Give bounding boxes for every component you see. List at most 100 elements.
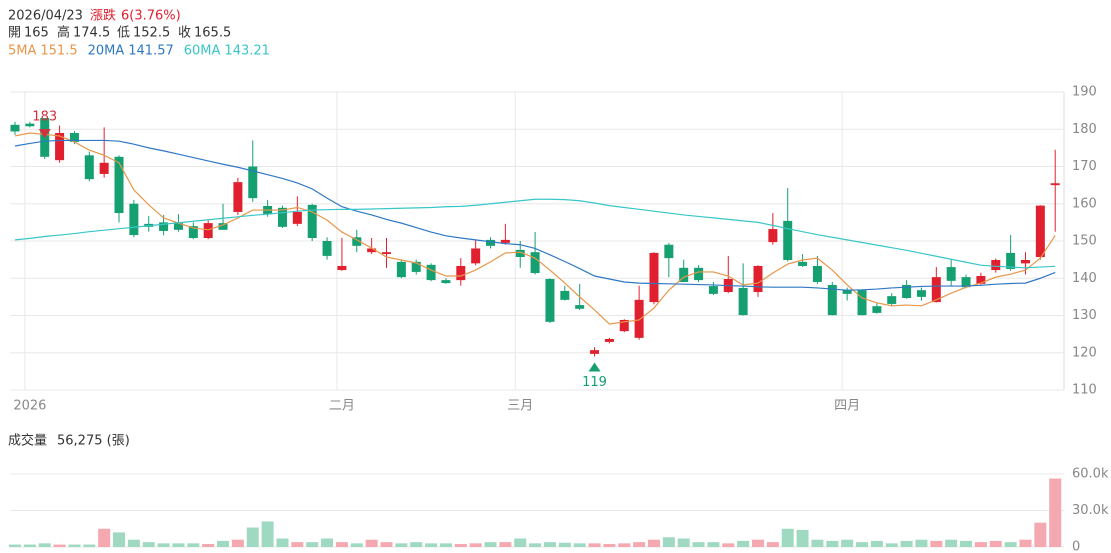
candle-body <box>857 290 867 316</box>
volume-tick-label: 0 <box>1072 540 1080 553</box>
high-label: 高 <box>57 25 70 41</box>
date: 2026/04/23 <box>8 9 83 24</box>
volume-bar <box>425 543 438 547</box>
volume-bar <box>142 542 155 547</box>
volume-text: 56,275 (張) <box>57 434 130 449</box>
ma-line <box>14 132 1056 325</box>
volume-bar <box>127 539 140 547</box>
volume-bar <box>380 542 393 547</box>
candle-body <box>69 132 79 142</box>
close: 165.5 <box>194 26 231 41</box>
volume-bar <box>499 542 512 547</box>
volume-bar <box>484 542 497 547</box>
candle-body <box>322 241 332 256</box>
volume-bar <box>781 528 794 547</box>
candle-body <box>590 350 600 354</box>
volume-bar <box>722 543 735 547</box>
volume-bar <box>974 542 987 547</box>
volume-bar <box>172 543 185 547</box>
volume-bar <box>187 543 200 547</box>
volume-bar <box>23 544 36 547</box>
candle-body <box>277 207 287 227</box>
candle-body <box>604 338 614 342</box>
candle-body <box>991 259 1001 271</box>
change-label: 漲跌 <box>90 8 116 24</box>
volume-bar <box>217 540 230 547</box>
volume-bar <box>841 539 854 547</box>
volume-bar <box>529 543 542 547</box>
volume-bar <box>707 542 720 547</box>
volume-bar <box>321 538 334 547</box>
volume-bar <box>558 542 571 547</box>
volume-bar <box>573 543 586 547</box>
volume-bar <box>231 539 244 547</box>
candle-body <box>872 306 882 313</box>
candle-body <box>173 222 183 230</box>
candle-body <box>203 223 213 239</box>
volume-bar <box>439 543 452 547</box>
y-tick-label: 140 <box>1072 271 1097 286</box>
candle-body <box>708 286 718 294</box>
volume-bar <box>157 543 170 547</box>
volume-bar <box>454 543 467 547</box>
candle-body <box>396 261 406 278</box>
legend-value: 141.57 <box>128 44 174 59</box>
volume-bar <box>930 540 943 547</box>
volume-bar <box>677 538 690 547</box>
candle-body <box>292 211 302 224</box>
legend-name: 20MA <box>88 44 125 59</box>
volume-bar <box>945 539 958 547</box>
candle-body <box>545 278 555 322</box>
low: 152.5 <box>133 26 170 41</box>
volume-bar <box>766 542 779 547</box>
candle-body <box>783 220 793 260</box>
y-tick-label: 120 <box>1072 345 1097 360</box>
candle-body <box>812 265 822 282</box>
legend-value: 151.5 <box>40 44 77 59</box>
y-tick-label: 150 <box>1072 234 1097 249</box>
candle-body <box>307 204 317 239</box>
candle-body <box>471 248 481 264</box>
candle-body <box>560 290 570 300</box>
volume-bar <box>38 543 51 547</box>
x-tick-label: 三月 <box>507 399 533 414</box>
candle-body <box>738 287 748 316</box>
candle-body <box>1050 183 1060 186</box>
max-label: 183 <box>32 110 57 125</box>
candle-body <box>575 305 585 309</box>
volume-bar <box>662 537 675 547</box>
candle-body <box>188 226 198 239</box>
candle-body <box>842 290 852 294</box>
volume-bar <box>915 539 928 547</box>
candle-body <box>456 265 466 281</box>
candle-body <box>99 162 109 174</box>
volume-bar <box>752 539 764 547</box>
candle-body <box>916 290 926 297</box>
candle-body <box>84 155 94 180</box>
candle-body <box>649 252 659 303</box>
volume-bar <box>68 544 81 547</box>
volume-bar <box>410 542 423 547</box>
volume-bar <box>588 543 601 547</box>
candle-body <box>515 249 525 258</box>
volume-bar <box>395 543 408 547</box>
legend-name: 5MA <box>8 44 36 59</box>
candle-body <box>902 284 912 298</box>
candle-body <box>248 166 258 199</box>
low-label: 低 <box>117 26 130 41</box>
candle-body <box>1020 259 1030 264</box>
volume-bar <box>202 543 215 547</box>
volume-bar <box>856 542 869 547</box>
volume-bar <box>350 543 363 547</box>
close-label: 收 <box>178 26 191 41</box>
x-tick-label: 二月 <box>329 399 355 414</box>
volume-bar <box>618 543 631 547</box>
volume-bar <box>796 529 809 547</box>
max-marker <box>38 129 51 139</box>
legend-name: 60MA <box>184 44 221 59</box>
volume-bar <box>1049 478 1062 547</box>
candle-body <box>159 222 169 231</box>
volume-bar <box>647 539 660 547</box>
candle-body <box>55 132 65 161</box>
volume-bar <box>98 528 111 547</box>
